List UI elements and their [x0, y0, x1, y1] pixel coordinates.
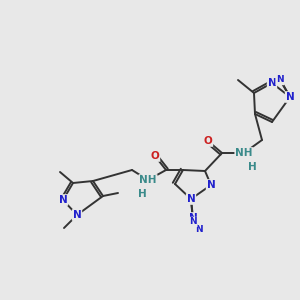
Text: NH: NH [139, 175, 157, 185]
Text: N: N [58, 195, 68, 205]
Text: H: H [138, 189, 146, 199]
Text: H: H [248, 162, 256, 172]
Text: N: N [73, 210, 81, 220]
Text: O: O [204, 136, 212, 146]
Text: N: N [189, 213, 197, 223]
Text: N: N [189, 218, 197, 226]
Text: N: N [195, 226, 203, 235]
Text: N: N [207, 180, 215, 190]
Text: N: N [187, 194, 195, 204]
Text: O: O [151, 151, 159, 161]
Text: NH: NH [235, 148, 253, 158]
Text: N: N [268, 78, 276, 88]
Text: N: N [286, 92, 294, 102]
Text: N: N [276, 76, 284, 85]
